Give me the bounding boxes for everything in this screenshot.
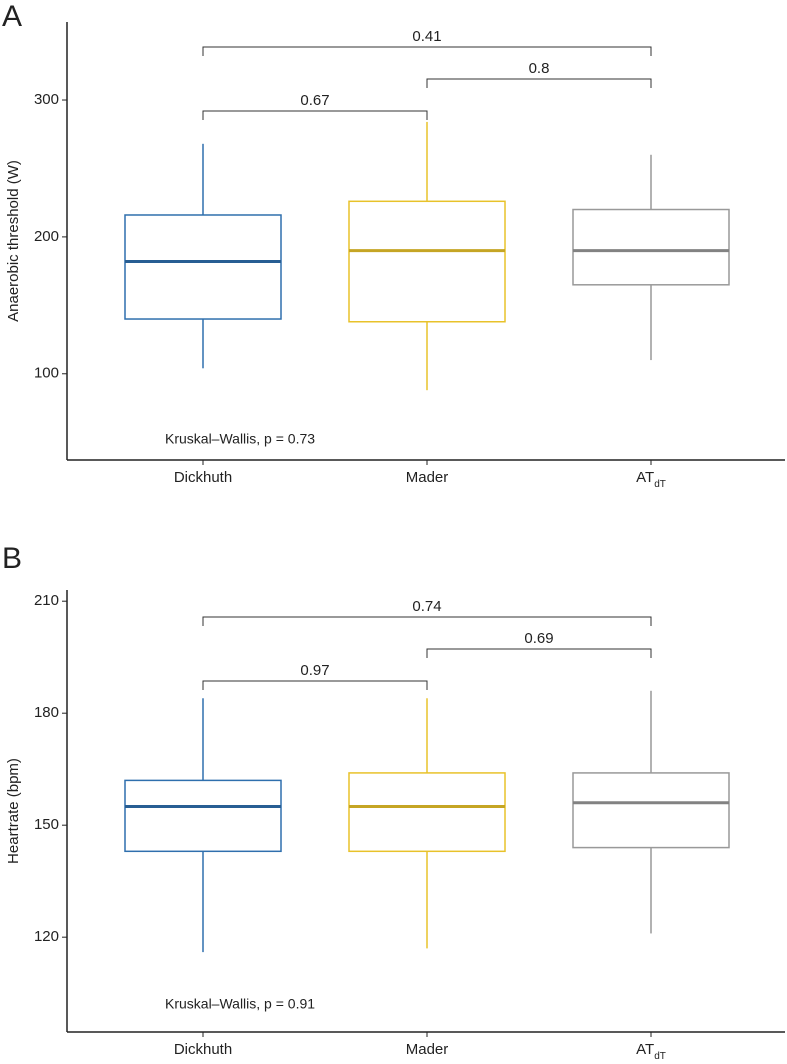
category-name: Mader (406, 1041, 449, 1058)
comparison-bracket (202, 46, 652, 56)
y-tick-label: 120 (34, 928, 59, 945)
box (124, 779, 282, 853)
comparison-bracket (426, 648, 652, 658)
category-subscript: dT (654, 1051, 666, 1062)
category-subscript: dT (654, 479, 666, 490)
x-tick-label: Mader (406, 469, 449, 486)
kruskal-wallis-annotation: Kruskal–Wallis, p = 0.73 (165, 431, 315, 447)
y-axis-label: Anaerobic threshold (W) (5, 160, 22, 322)
y-tick-label: 150 (34, 816, 59, 833)
box (348, 200, 506, 323)
box (572, 208, 730, 286)
comparison-p-value: 0.8 (529, 60, 550, 77)
category-name: AT (636, 469, 654, 486)
comparison-bracket (202, 616, 652, 626)
comparison-p-value: 0.41 (412, 28, 441, 45)
comparison-bracket (426, 78, 652, 88)
comparison-bracket (202, 680, 428, 690)
comparison-bracket (202, 110, 428, 120)
panel-label: B (2, 542, 22, 575)
box (124, 214, 282, 320)
x-tick-label: ATdT (636, 1041, 666, 1062)
x-tick-label: Dickhuth (174, 469, 232, 486)
category-name: AT (636, 1041, 654, 1058)
y-tick-label: 100 (34, 365, 59, 382)
category-name: Dickhuth (174, 469, 232, 486)
comparison-p-value: 0.69 (524, 630, 553, 647)
y-tick-label: 300 (34, 91, 59, 108)
box (572, 772, 730, 849)
comparison-p-value: 0.74 (412, 598, 441, 615)
y-tick-label: 200 (34, 228, 59, 245)
category-name: Dickhuth (174, 1041, 232, 1058)
kruskal-wallis-annotation: Kruskal–Wallis, p = 0.91 (165, 996, 315, 1012)
x-tick-label: ATdT (636, 469, 666, 490)
y-tick-label: 210 (34, 592, 59, 609)
y-axis-label: Heartrate (bpm) (5, 758, 22, 864)
comparison-p-value: 0.67 (300, 92, 329, 109)
x-tick-label: Mader (406, 1041, 449, 1058)
y-tick-label: 180 (34, 704, 59, 721)
box (348, 772, 506, 853)
x-tick-label: Dickhuth (174, 1041, 232, 1058)
category-name: Mader (406, 469, 449, 486)
comparison-p-value: 0.97 (300, 662, 329, 679)
panel-label: A (2, 0, 22, 33)
